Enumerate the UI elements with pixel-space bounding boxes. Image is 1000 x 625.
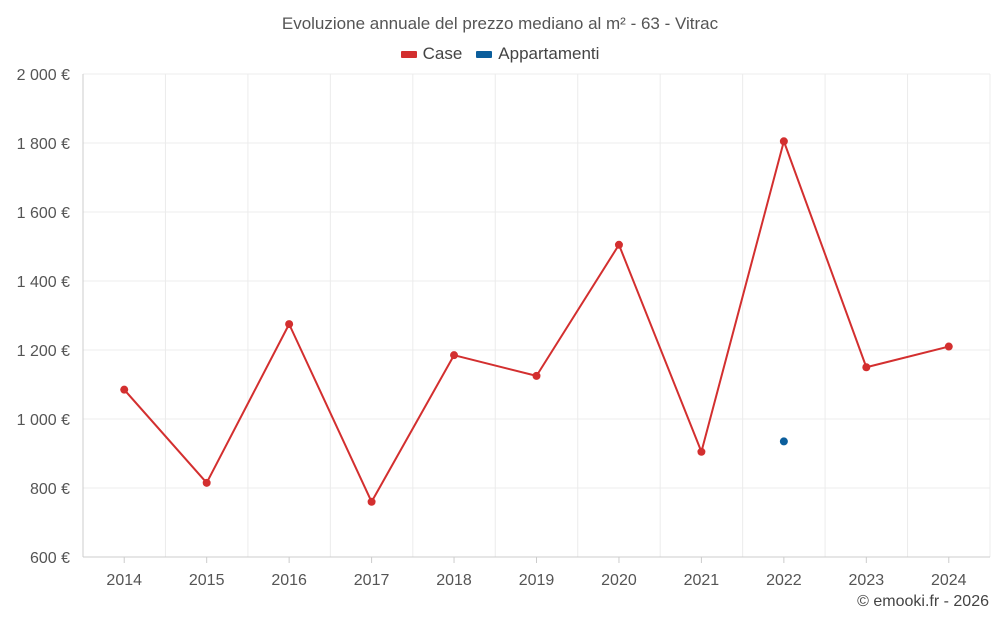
credit: © emooki.fr - 2026	[857, 593, 989, 610]
y-tick-label: 1 800 €	[17, 136, 70, 153]
y-tick-label: 600 €	[30, 550, 70, 567]
x-tick-label: 2023	[849, 572, 885, 589]
y-tick-label: 1 000 €	[17, 412, 70, 429]
x-tick-label: 2024	[931, 572, 967, 589]
y-tick-label: 1 400 €	[17, 274, 70, 291]
data-point-case	[614, 240, 623, 249]
y-tick-label: 1 600 €	[17, 205, 70, 222]
x-tick-label: 2022	[766, 572, 802, 589]
x-tick-label: 2015	[189, 572, 225, 589]
y-tick-label: 800 €	[30, 481, 70, 498]
data-point-case	[202, 478, 211, 487]
legend-item-appartamenti[interactable]: Appartamenti	[476, 44, 599, 64]
x-tick-label: 2020	[601, 572, 637, 589]
x-tick-label: 2018	[436, 572, 472, 589]
data-point-case	[285, 320, 294, 329]
x-tick-label: 2021	[684, 572, 720, 589]
data-point-case	[367, 497, 376, 506]
data-point-case	[697, 447, 706, 456]
data-point-case	[779, 137, 788, 146]
legend-swatch-case	[400, 50, 417, 58]
data-point-case	[450, 351, 459, 360]
data-point-case	[532, 371, 541, 380]
legend-swatch-appartamenti	[476, 50, 493, 58]
y-tick-label: 1 200 €	[17, 343, 70, 360]
legend-item-case[interactable]: Case	[400, 44, 463, 64]
y-tick-label: 2 000 €	[17, 67, 70, 84]
data-point-case	[944, 342, 953, 351]
legend-label-appartamenti: Appartamenti	[498, 44, 600, 63]
legend-label-case: Case	[422, 44, 463, 63]
legend: Case Appartamenti	[0, 44, 1000, 64]
x-tick-label: 2014	[106, 572, 142, 589]
chart-title: Evoluzione annuale del prezzo mediano al…	[281, 14, 719, 33]
data-point-appartamenti	[779, 437, 788, 446]
x-tick-label: 2016	[271, 572, 307, 589]
x-tick-label: 2019	[519, 572, 555, 589]
x-tick-label: 2017	[354, 572, 390, 589]
data-point-case	[120, 385, 129, 394]
data-point-case	[862, 363, 871, 372]
